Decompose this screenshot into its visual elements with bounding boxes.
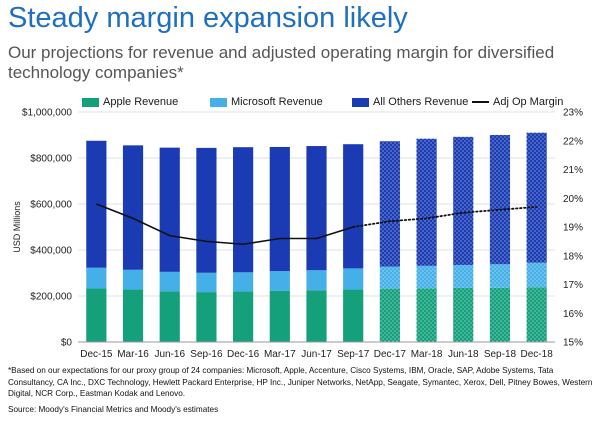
- margin-line-actual: [96, 203, 354, 246]
- bar-others: [269, 146, 290, 272]
- y-tick-label: $800,000: [30, 154, 72, 165]
- bar-microsoft: [306, 270, 327, 291]
- legend-item-apple: Apple Revenue: [82, 96, 178, 108]
- y-axis-label: USD Millions: [12, 201, 22, 253]
- bar-microsoft: [379, 266, 400, 289]
- page-subtitle: Our projections for revenue and adjusted…: [8, 43, 555, 82]
- y-tick-label: $400,000: [30, 246, 72, 257]
- legend-label-margin: Adj Op Margin: [493, 96, 564, 108]
- x-tick-label: Jun-17: [301, 349, 332, 360]
- bar-microsoft: [86, 267, 107, 289]
- bar-apple: [159, 291, 180, 342]
- bar-microsoft: [453, 264, 474, 288]
- bar-apple: [526, 287, 547, 342]
- y2-tick-label: 15%: [563, 338, 583, 349]
- bar-apple: [343, 289, 364, 342]
- margin-line-projected: [352, 205, 538, 228]
- legend-item-others: All Others Revenue: [352, 96, 468, 108]
- bar-apple: [269, 290, 290, 342]
- x-tick-label: Mar-18: [411, 349, 443, 360]
- y2-tick-label: 23%: [563, 108, 583, 119]
- bar-others: [416, 138, 437, 266]
- x-tick-label: Dec-16: [227, 349, 260, 360]
- y-tick-label: $200,000: [30, 292, 72, 303]
- y-tick-label: $1,000,000: [22, 108, 72, 119]
- bar-others: [379, 141, 400, 267]
- legend-item-microsoft: Microsoft Revenue: [210, 96, 323, 108]
- bar-others: [526, 132, 547, 263]
- legend-swatch-others: [352, 97, 369, 107]
- x-tick-label: Dec-17: [374, 349, 407, 360]
- bar-microsoft: [269, 271, 290, 291]
- legend-swatch-apple: [82, 97, 99, 107]
- y2-tick-label: 18%: [563, 251, 583, 262]
- bar-others: [343, 144, 364, 269]
- bar-apple: [233, 291, 254, 342]
- legend-swatch-margin: [472, 101, 489, 103]
- bar-microsoft: [416, 265, 437, 289]
- bar-microsoft: [343, 268, 364, 290]
- y-tick-label: $0: [61, 338, 73, 349]
- y2-tick-label: 16%: [563, 309, 583, 320]
- x-tick-label: Sep-16: [190, 349, 223, 360]
- y2-tick-label: 22%: [563, 136, 583, 147]
- y-tick-label: $600,000: [30, 200, 72, 211]
- bar-others: [233, 147, 254, 273]
- bar-others: [196, 147, 217, 273]
- x-tick-label: Sep-18: [484, 349, 517, 360]
- bar-microsoft: [196, 272, 217, 293]
- x-tick-label: Mar-17: [264, 349, 296, 360]
- bar-others: [122, 145, 144, 270]
- y2-tick-label: 19%: [563, 223, 583, 234]
- bar-apple: [196, 292, 217, 342]
- bar-others: [159, 147, 180, 272]
- y2-tick-label: 17%: [563, 280, 583, 291]
- page-title: Steady margin expansion likely: [8, 2, 408, 34]
- legend-swatch-microsoft: [210, 97, 227, 107]
- legend-item-margin: Adj Op Margin: [472, 96, 563, 108]
- legend-label-microsoft: Microsoft Revenue: [231, 96, 323, 108]
- y2-tick-label: 21%: [563, 165, 583, 176]
- x-tick-label: Dec-18: [521, 349, 554, 360]
- bar-microsoft: [159, 271, 180, 292]
- bar-microsoft: [233, 272, 254, 292]
- legend-label-apple: Apple Revenue: [103, 96, 179, 108]
- x-tick-label: Sep-17: [337, 349, 370, 360]
- bar-apple: [453, 287, 474, 342]
- x-tick-label: Jun-18: [448, 349, 479, 360]
- bar-others: [453, 136, 474, 265]
- bar-apple: [86, 288, 107, 342]
- bar-microsoft: [526, 262, 547, 288]
- chart-legend: Apple Revenue Microsoft Revenue All Othe…: [0, 96, 600, 110]
- bar-apple: [416, 288, 437, 342]
- bar-others: [489, 135, 511, 265]
- bar-apple: [306, 290, 327, 342]
- bar-microsoft: [489, 264, 511, 288]
- x-tick-label: Mar-16: [117, 349, 149, 360]
- x-tick-label: Jun-16: [154, 349, 185, 360]
- source-note: Source: Moody's Financial Metrics and Mo…: [8, 405, 219, 414]
- x-tick-label: Dec-15: [80, 349, 113, 360]
- revenue-margin-chart: $0 $200,000 $400,000 $600,000 $800,000 $1,000…: [12, 108, 583, 361]
- legend-label-others: All Others Revenue: [373, 96, 469, 108]
- bar-others: [306, 146, 327, 271]
- footnote: *Based on our expectations for our proxy…: [8, 366, 593, 398]
- bar-apple: [489, 287, 511, 342]
- y2-tick-label: 20%: [563, 194, 583, 205]
- bar-apple: [122, 289, 144, 342]
- bar-apple: [379, 288, 400, 342]
- bar-microsoft: [122, 269, 144, 290]
